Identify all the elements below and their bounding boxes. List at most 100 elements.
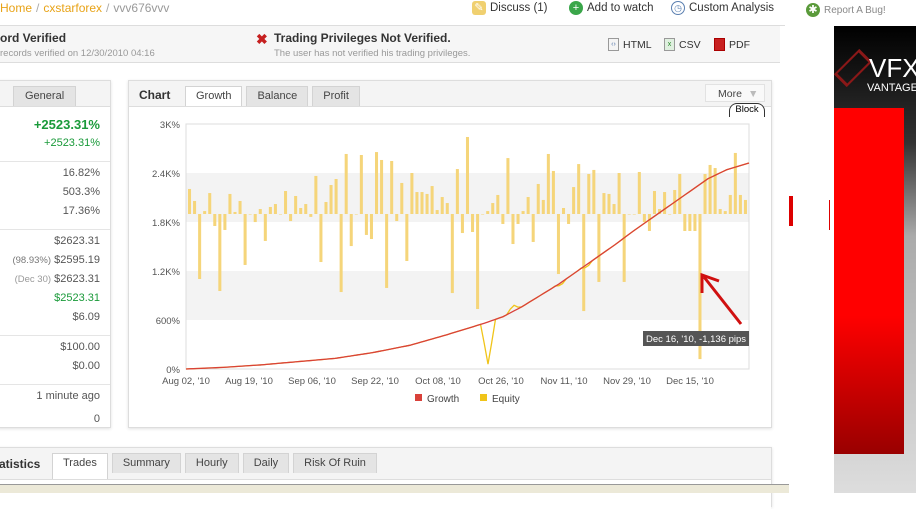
statistics-tabs: Trades Summary Hourly Daily Risk Of Ruin <box>52 453 377 479</box>
pip-bar <box>526 197 530 214</box>
custom-analysis-link[interactable]: ◷ Custom Analysis <box>671 1 774 15</box>
pip-bar <box>592 169 596 214</box>
pip-bar <box>652 191 657 214</box>
equity-value: $2595.19 <box>54 254 100 266</box>
tab-balance[interactable]: Balance <box>246 86 309 106</box>
interest-value: $6.09 <box>72 311 100 323</box>
pip-bar <box>410 173 414 214</box>
pip-bar <box>698 214 702 360</box>
pip-bar <box>273 204 277 214</box>
x-tick-label: Dec 15, '10 <box>666 376 714 387</box>
tab-daily[interactable]: Daily <box>242 453 290 473</box>
tab-profit[interactable]: Profit <box>312 86 360 106</box>
pip-bar <box>506 158 510 214</box>
pip-bar <box>329 185 333 214</box>
pip-bar <box>465 136 470 214</box>
x-tick-label: Oct 08, '10 <box>415 376 461 387</box>
withdrawals-value: $0.00 <box>72 360 100 372</box>
pip-bar <box>723 211 727 214</box>
pip-bar <box>658 209 662 214</box>
pip-bar <box>708 164 712 214</box>
pip-bar <box>602 193 606 214</box>
divider <box>0 25 785 26</box>
tab-risk-of-ruin[interactable]: Risk Of Ruin <box>293 453 377 473</box>
pip-bar <box>703 174 707 214</box>
x-tick-label: Sep 22, '10 <box>351 376 399 387</box>
pip-bar <box>193 200 197 214</box>
pip-bar <box>299 207 303 214</box>
plot-frame <box>185 123 750 370</box>
equity-percent: (98.93%) <box>12 255 52 266</box>
breadcrumb-user[interactable]: cxstarforex <box>43 1 103 15</box>
pip-bar <box>238 200 242 214</box>
equity-row: (98.93%) $2595.19 <box>0 254 110 273</box>
tab-growth[interactable]: Growth <box>185 86 243 106</box>
pip-bar <box>213 214 217 227</box>
breadcrumb-home[interactable]: Home <box>0 1 33 15</box>
export-csv-button[interactable]: x CSV <box>664 38 701 51</box>
x-tick-label: Sep 06, '10 <box>288 376 336 387</box>
block-label[interactable]: Block <box>729 103 765 117</box>
statistics-title: atistics <box>0 457 41 471</box>
pip-bar <box>516 214 520 224</box>
y-tick-label: 600% <box>156 316 181 327</box>
pip-bar <box>294 195 298 214</box>
pip-bar <box>688 214 692 231</box>
pip-bar <box>395 214 399 222</box>
y-tick-label: 2.4K% <box>152 169 181 180</box>
pip-bar <box>481 214 485 215</box>
pdf-file-icon <box>714 38 725 51</box>
export-html-button[interactable]: ‹› HTML <box>608 38 652 51</box>
pip-bar <box>738 194 742 214</box>
pip-bar <box>334 179 338 214</box>
pip-bar <box>663 192 667 214</box>
report-bug-link[interactable]: ✱ Report A Bug! <box>806 3 886 17</box>
pip-bar <box>668 214 672 215</box>
tab-general[interactable]: General <box>13 86 77 106</box>
report-bug-label: Report A Bug! <box>824 4 886 16</box>
y-tick-label: 1.8K% <box>152 218 181 229</box>
chart-tabs: Growth Balance Profit <box>185 86 360 106</box>
profit-value: $2523.31 <box>54 292 100 304</box>
export-pdf-button[interactable]: PDF <box>714 38 750 51</box>
pip-bar <box>471 214 475 233</box>
growth-chart: 0% 600% 1.2K% 1.8K% 2.4K% 3K% Aug 02, '10 Aug 1… <box>152 120 750 405</box>
highest-value: $2623.31 <box>54 273 100 285</box>
pip-bar <box>562 207 566 214</box>
pip-bar <box>455 169 459 214</box>
pip-bar <box>425 193 429 214</box>
tab-trades[interactable]: Trades <box>52 453 108 479</box>
statistics-panel: atistics Trades Summary Hourly Daily Ris… <box>0 447 772 509</box>
add-to-watch-link[interactable]: + Add to watch <box>569 1 653 15</box>
ad-banner[interactable]: VFX VANTAGE <box>789 26 916 493</box>
breadcrumb: Home / cxstarforex / vvv676vvv <box>0 1 169 15</box>
pip-bar <box>208 193 212 214</box>
pip-bar <box>718 209 722 214</box>
pip-bar <box>253 214 257 223</box>
breadcrumb-current: vvv676vvv <box>113 1 170 15</box>
tab-hourly[interactable]: Hourly <box>184 453 239 473</box>
pip-bar <box>243 214 247 265</box>
pip-bar <box>713 168 717 214</box>
pip-bar <box>314 175 318 214</box>
discuss-link[interactable]: ✎ Discuss (1) <box>472 1 548 15</box>
pip-bar <box>627 214 631 215</box>
pip-bar <box>587 174 591 214</box>
pip-bar <box>617 173 621 214</box>
pip-bar <box>511 214 515 245</box>
pip-bar <box>364 214 368 235</box>
pip-bar <box>228 193 232 214</box>
pip-bar <box>450 214 454 294</box>
discuss-label: Discuss (1) <box>490 2 548 14</box>
window-bottom-bar <box>0 484 916 493</box>
x-tick-label: Oct 26, '10 <box>478 376 524 387</box>
pip-bar <box>647 214 651 231</box>
track-record-subtitle: records verified on 12/30/2010 04:16 <box>0 48 155 59</box>
growth-line <box>185 162 750 370</box>
tab-summary[interactable]: Summary <box>111 453 181 473</box>
privileges-subtitle: The user has not verified his trading pr… <box>274 48 471 59</box>
more-dropdown[interactable]: More ▼ <box>705 84 765 102</box>
tooltip-box <box>643 331 749 346</box>
track-record-title: ord Verified <box>0 31 67 45</box>
pip-bar <box>339 214 343 293</box>
